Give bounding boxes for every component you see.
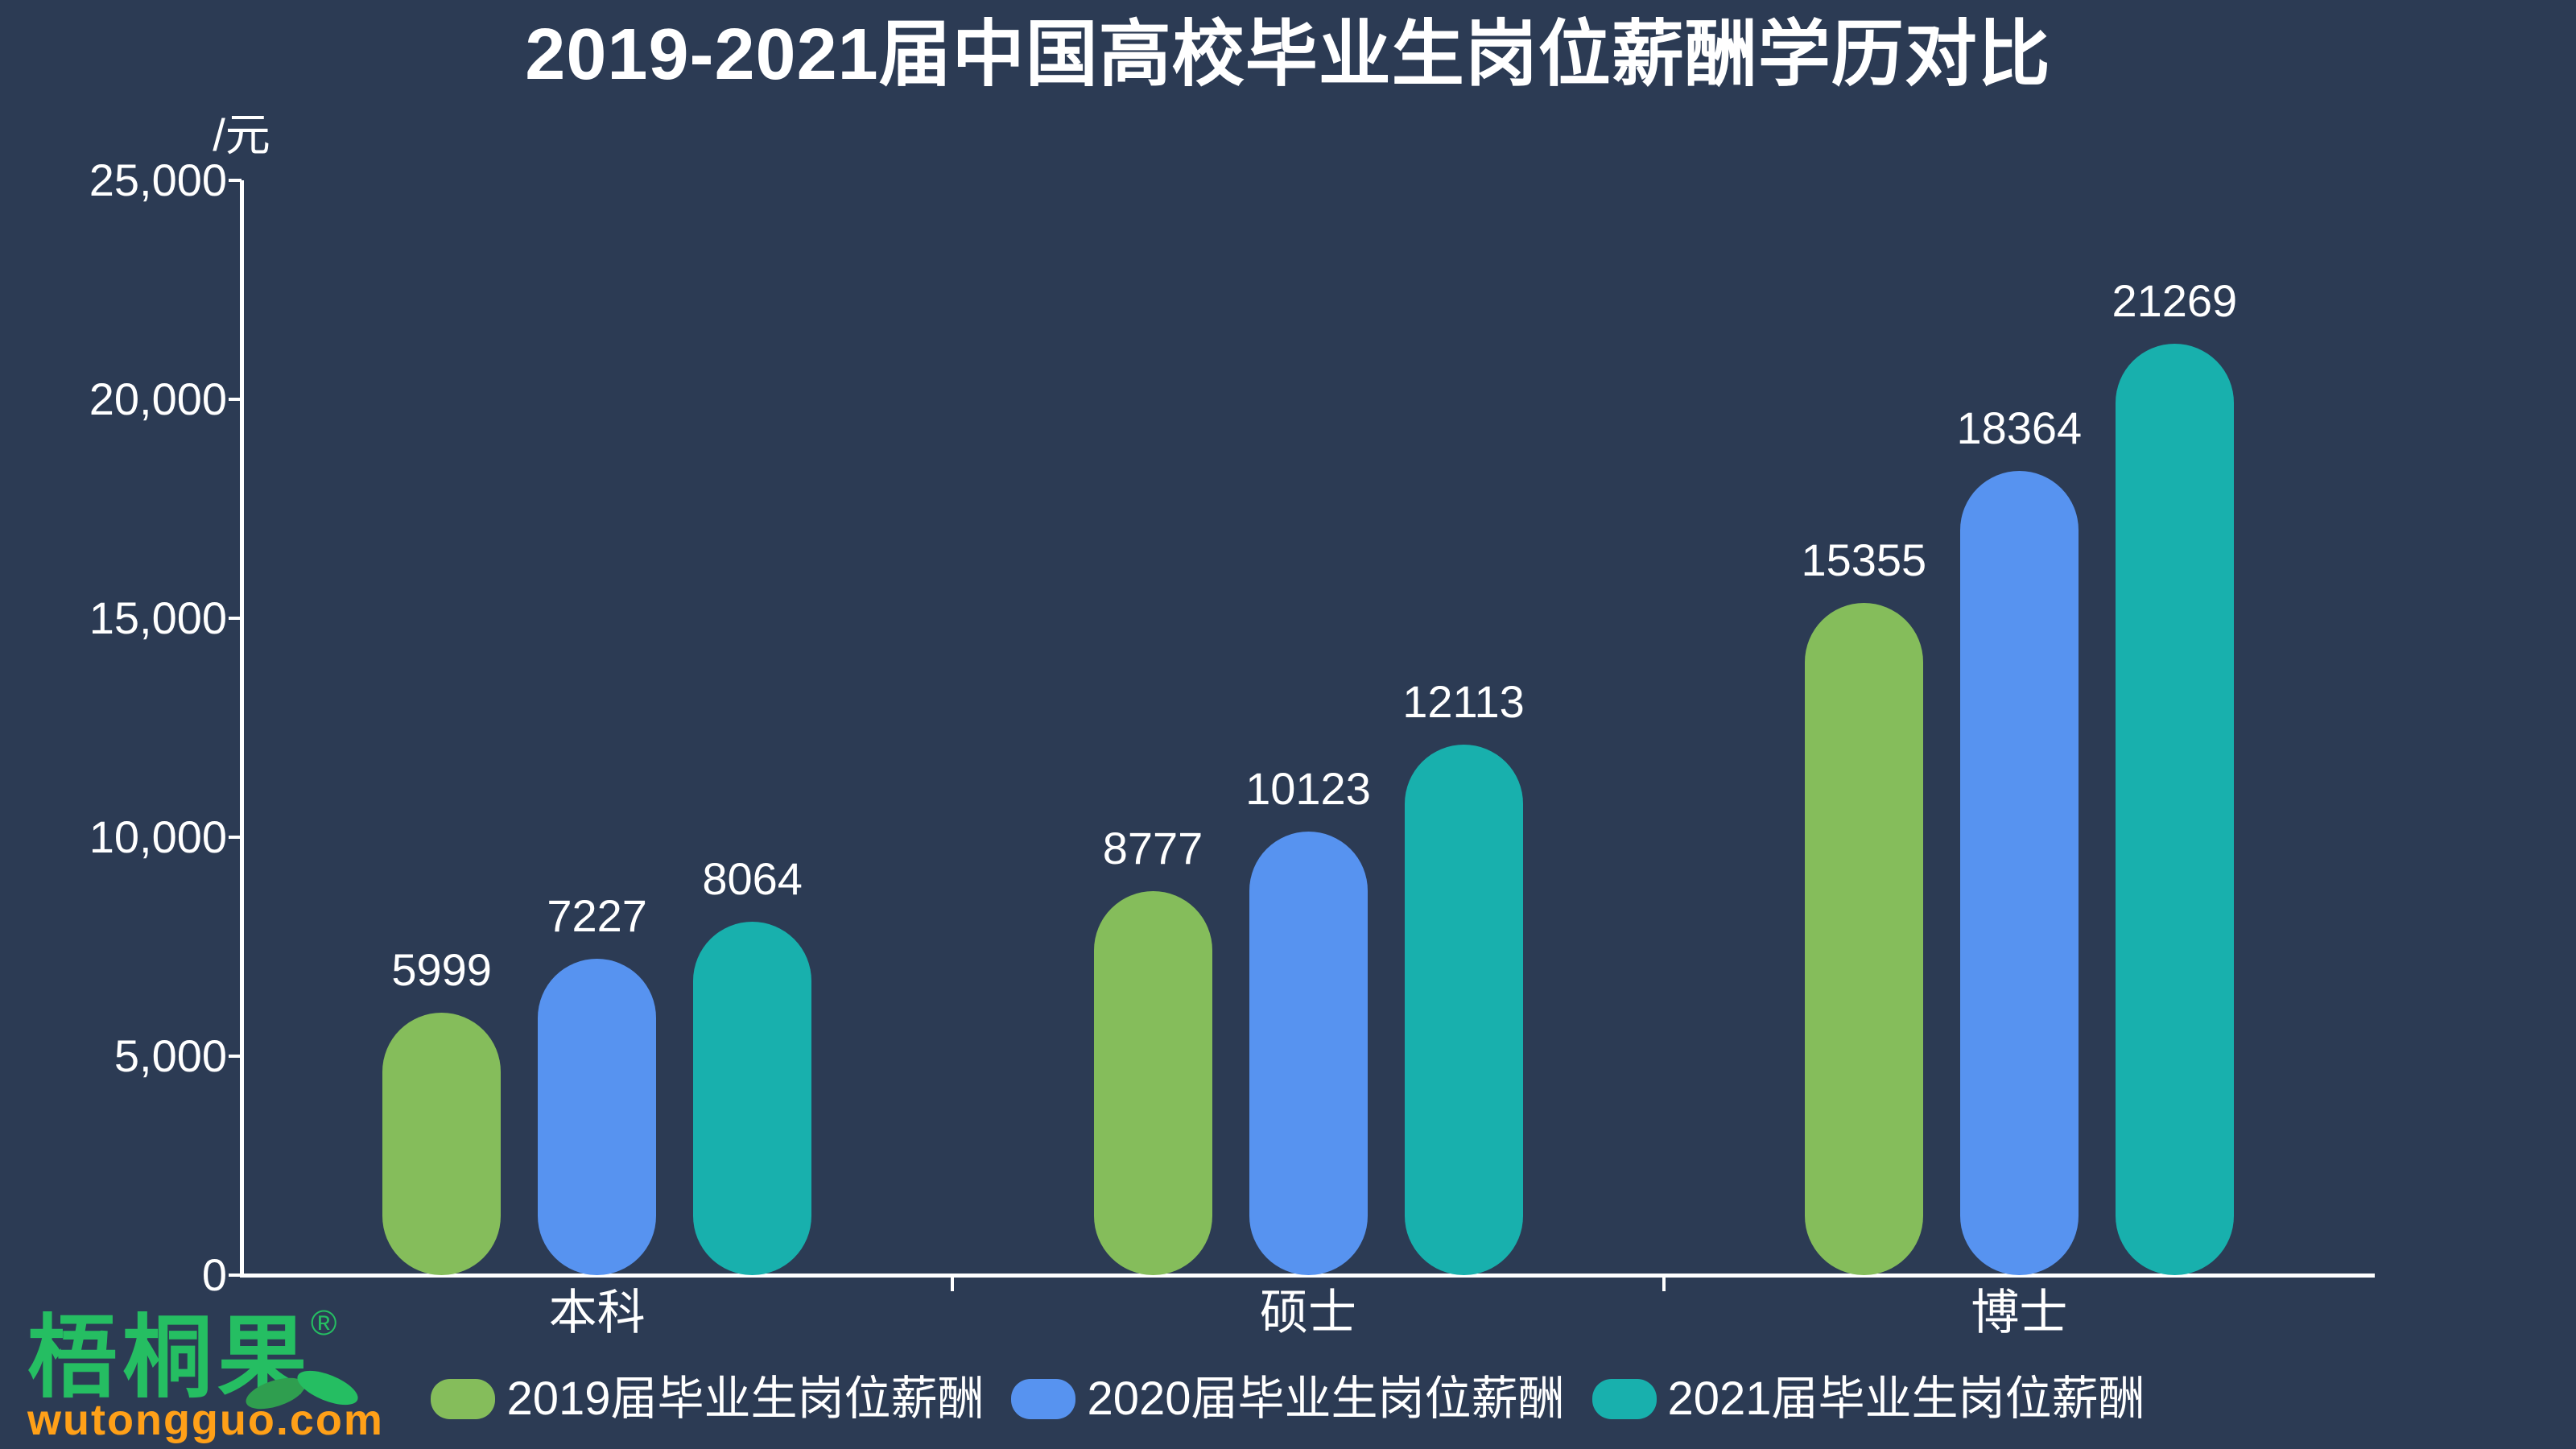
legend-item: 2021届毕业生岗位薪酬	[1591, 1373, 2145, 1425]
y-axis-tick-label: 5,000	[114, 1030, 227, 1081]
bar-value-label: 18364	[1956, 402, 2083, 453]
y-axis-line	[240, 180, 244, 1277]
chart-title: 2019-2021届中国高校毕业生岗位薪酬学历对比	[525, 14, 2051, 95]
bar	[1249, 832, 1368, 1275]
bar-value-label: 8777	[1102, 822, 1203, 873]
legend-item: 2020届毕业生岗位薪酬	[1011, 1373, 1565, 1425]
y-axis-tick	[229, 617, 242, 620]
y-axis-tick	[229, 836, 242, 839]
bar-value-label: 10123	[1245, 763, 1371, 815]
category-label: 博士	[1971, 1286, 2068, 1340]
y-axis-tick-label: 20,000	[89, 374, 227, 424]
category-label: 本科	[548, 1286, 646, 1340]
bar-value-label: 21269	[2112, 275, 2238, 326]
legend-label: 2021届毕业生岗位薪酬	[1667, 1373, 2145, 1425]
y-axis-tick-label: 25,000	[89, 155, 227, 205]
bar	[1404, 745, 1523, 1275]
bar-value-label: 12113	[1402, 676, 1525, 728]
bar-value-label: 7227	[547, 890, 647, 941]
legend-label: 2020届毕业生岗位薪酬	[1087, 1373, 1565, 1425]
y-axis-tick-label: 10,000	[89, 811, 227, 862]
leaf-icon	[246, 1370, 358, 1410]
bar	[1093, 890, 1212, 1275]
y-axis-tick-label: 0	[201, 1249, 227, 1300]
bar-value-label: 8064	[702, 853, 803, 905]
x-axis-tick	[951, 1277, 955, 1291]
bar-value-label: 5999	[391, 943, 492, 995]
registered-mark-icon: ®	[311, 1303, 337, 1343]
brand-domain: wutongguo.com	[27, 1396, 384, 1444]
legend-swatch	[431, 1379, 496, 1419]
brand-line: 梧桐果®	[27, 1306, 398, 1410]
legend-swatch	[1591, 1379, 1657, 1419]
y-axis-unit-label: /元	[213, 109, 270, 160]
bar	[382, 1012, 502, 1275]
bar	[538, 958, 657, 1275]
legend: 2019届毕业生岗位薪酬 2020届毕业生岗位薪酬 2021届毕业生岗位薪酬	[0, 1373, 2576, 1425]
legend-label: 2019届毕业生岗位薪酬	[506, 1373, 985, 1425]
legend-swatch	[1011, 1379, 1076, 1419]
legend-item: 2019届毕业生岗位薪酬	[431, 1373, 984, 1425]
x-axis-tick	[1662, 1277, 1666, 1291]
y-axis-tick	[229, 179, 242, 182]
brand-logo: 梧桐果® wutongguo.com	[27, 1306, 398, 1444]
y-axis-tick	[229, 1055, 242, 1058]
y-axis-tick	[229, 1274, 242, 1277]
x-axis-line	[240, 1274, 2375, 1278]
bar	[693, 922, 812, 1275]
bar	[1804, 602, 1923, 1275]
category-label: 硕士	[1260, 1286, 1356, 1340]
y-axis-tick	[229, 398, 242, 401]
bar	[1959, 470, 2079, 1275]
bar-value-label: 15355	[1801, 534, 1927, 585]
bar	[2115, 343, 2234, 1275]
y-axis-tick-label: 15,000	[89, 592, 227, 643]
